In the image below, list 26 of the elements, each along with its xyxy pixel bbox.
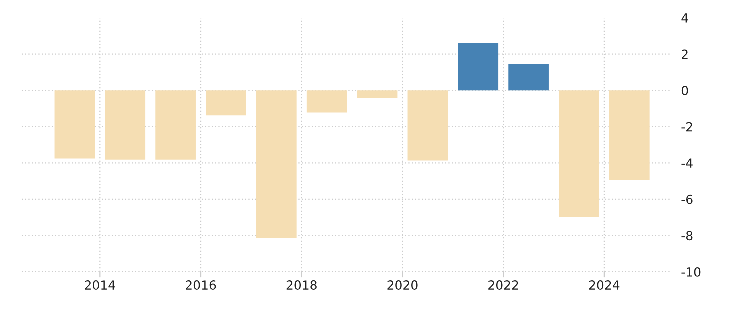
x-tick-label: 2022: [488, 280, 518, 290]
bar: [206, 90, 246, 116]
bar: [559, 90, 600, 218]
y-tick-label: -8: [682, 231, 693, 241]
bar: [458, 43, 499, 91]
y-tick-label: -4: [682, 158, 693, 168]
x-tick-label: 2014: [85, 280, 116, 290]
y-tick-label: 2: [682, 50, 688, 60]
x-tick-label: 2020: [388, 280, 418, 290]
y-tick-label: 0: [682, 86, 688, 96]
bar: [508, 64, 549, 91]
bar: [256, 90, 297, 238]
x-tick-label: 2024: [589, 280, 620, 290]
bar: [156, 90, 196, 160]
bar: [54, 90, 96, 159]
x-tick-label: 2018: [286, 280, 317, 290]
bar: [357, 90, 398, 99]
y-tick-label: -10: [682, 267, 701, 277]
y-tick-label: 4: [682, 14, 688, 23]
bar: [306, 90, 348, 113]
bar: [105, 90, 146, 160]
bar: [408, 90, 448, 161]
x-tick-label: 2016: [186, 280, 216, 290]
y-tick-label: -2: [682, 122, 692, 132]
y-tick-label: -6: [682, 194, 693, 204]
bar: [609, 90, 650, 180]
